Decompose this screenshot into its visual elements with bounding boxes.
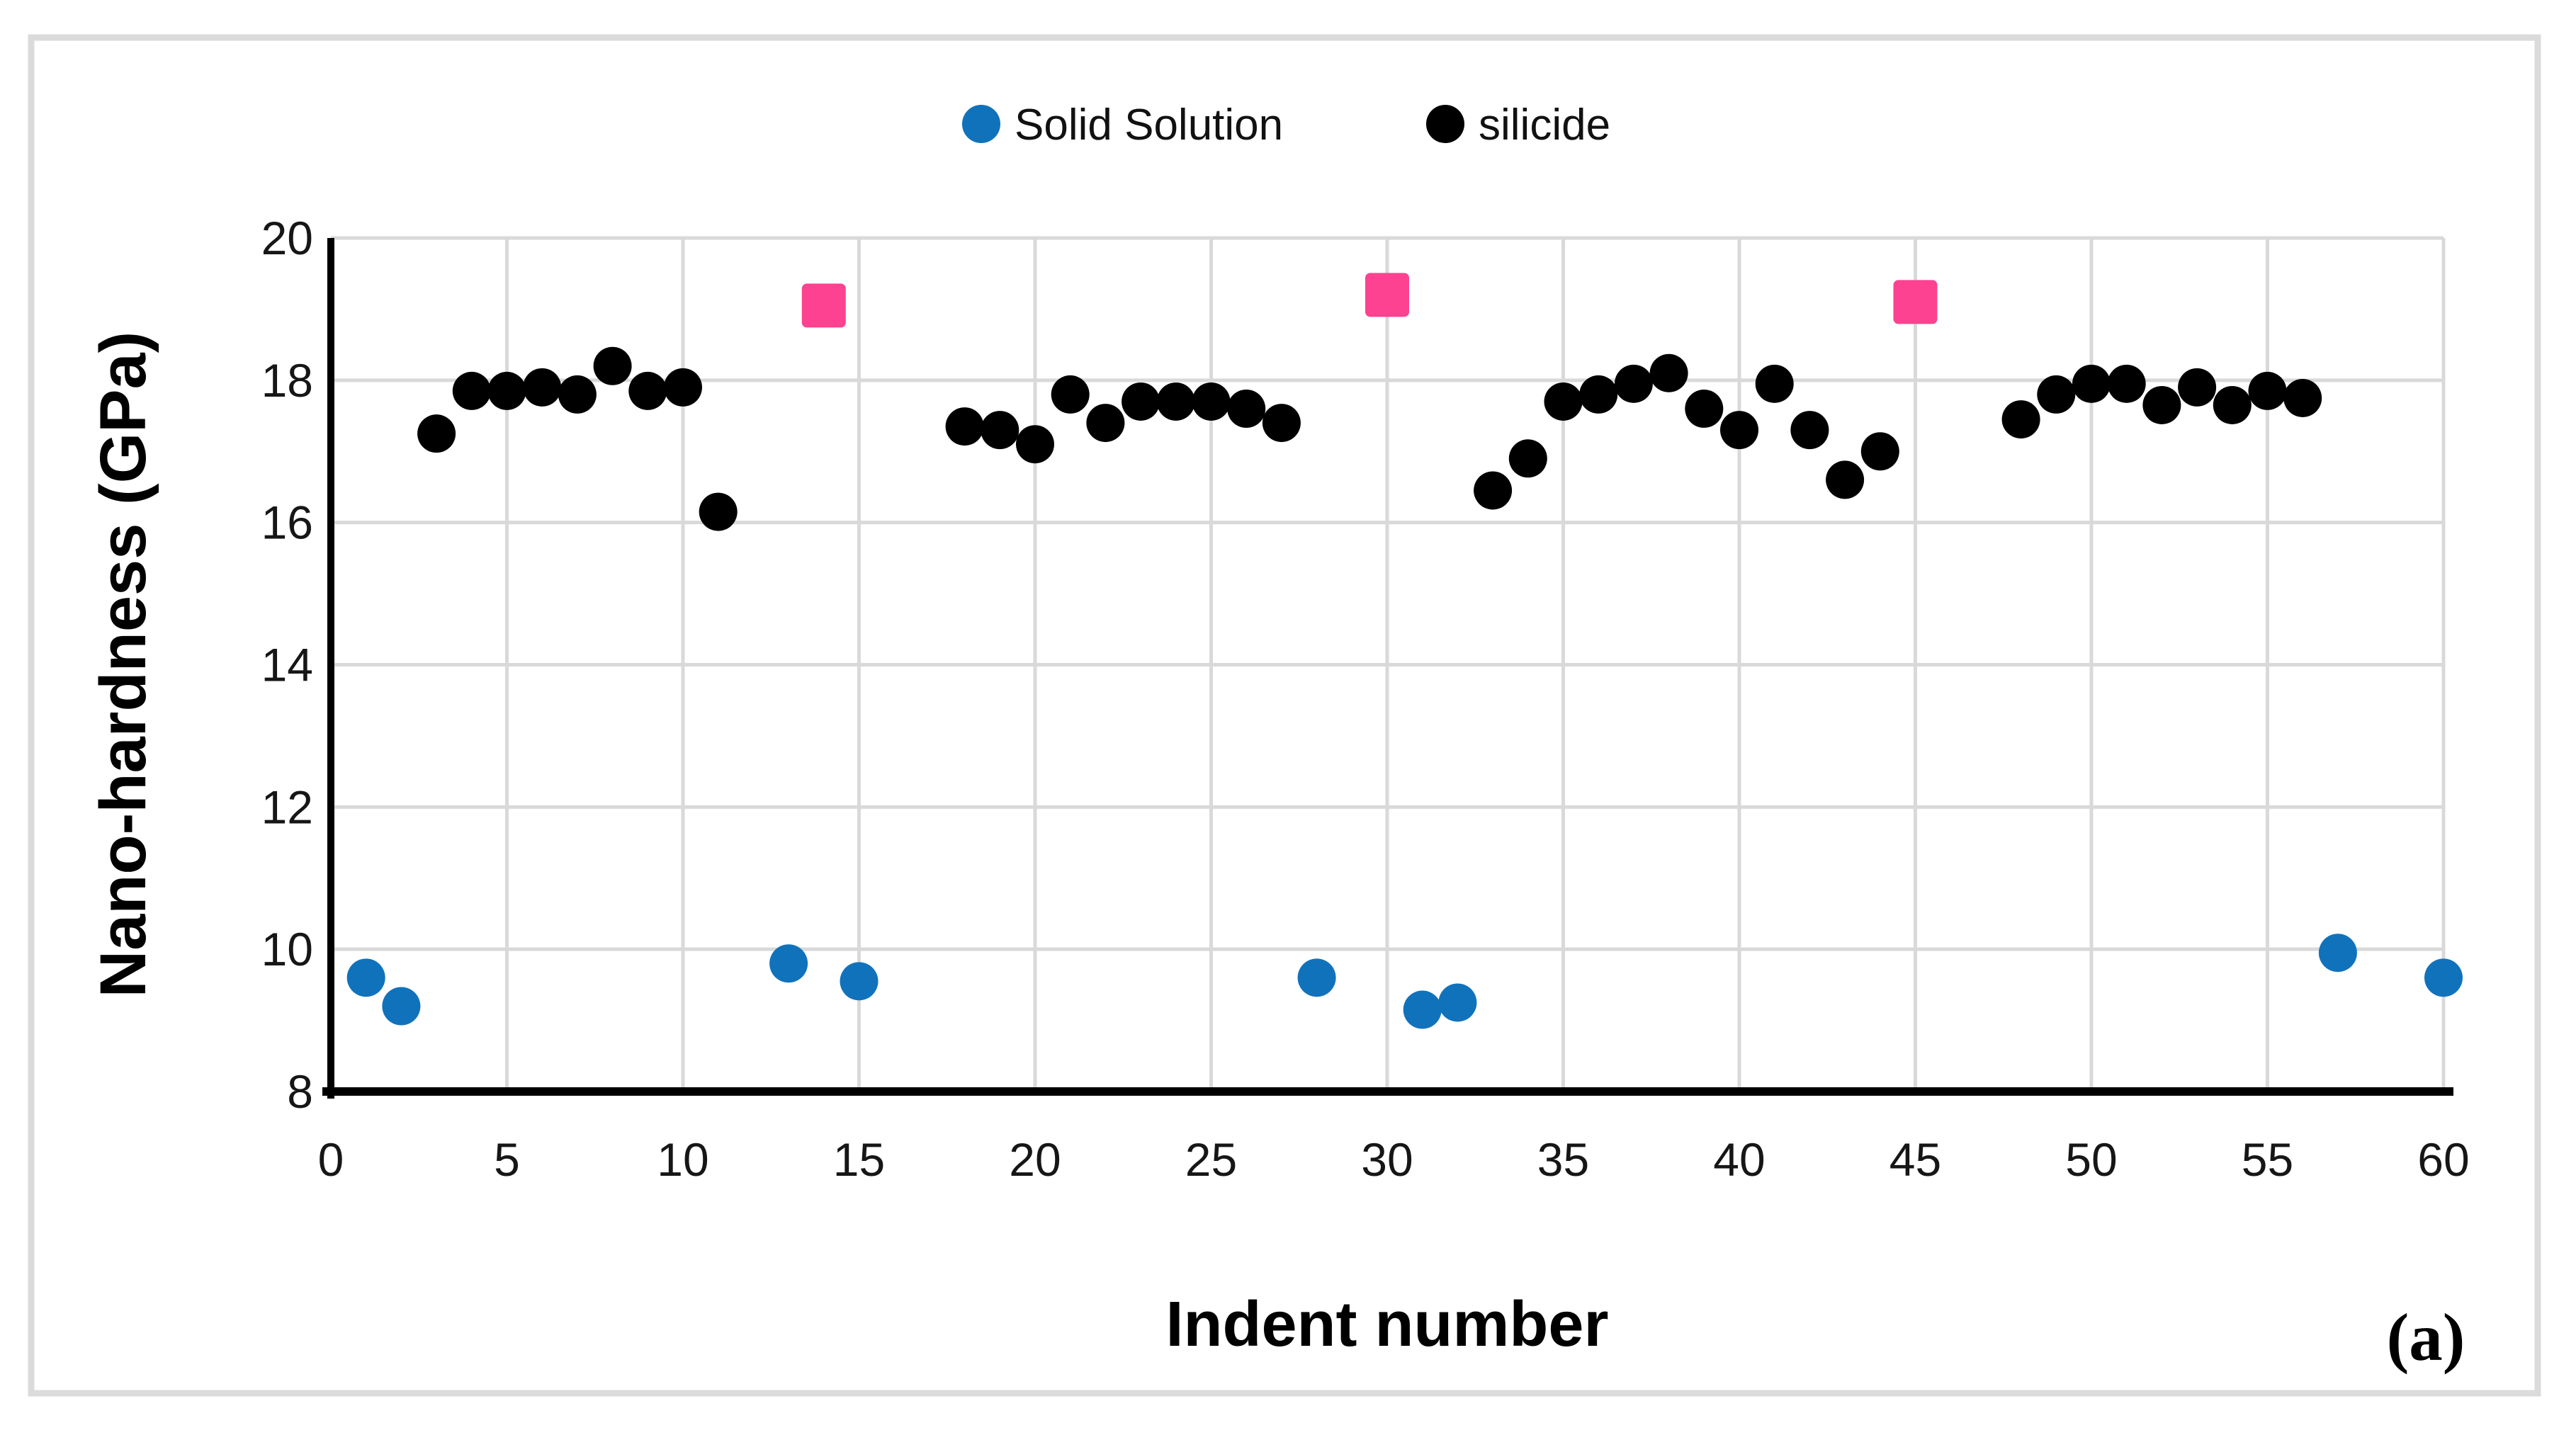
- data-point-circle-series-0: [346, 958, 385, 997]
- x-tick-label: 60: [2417, 1133, 2469, 1186]
- data-point-square-series-2: [801, 283, 846, 328]
- legend-marker-silicide: [1426, 105, 1464, 143]
- data-point-circle-series-1: [1051, 375, 1090, 414]
- legend: Solid Solution silicide: [962, 101, 1610, 149]
- legend-label-silicide: silicide: [1479, 101, 1610, 149]
- data-point-circle-series-1: [2037, 375, 2076, 414]
- data-point-circle-series-1: [699, 492, 738, 531]
- data-point-circle-series-1: [452, 371, 491, 410]
- data-point-circle-series-1: [593, 346, 632, 385]
- data-point-circle-series-1: [1720, 411, 1758, 450]
- data-point-circle-series-1: [1192, 382, 1231, 421]
- data-point-circle-series-1: [2107, 364, 2146, 403]
- data-point-circle-series-1: [2178, 368, 2217, 407]
- data-point-circle-series-0: [382, 987, 421, 1026]
- data-point-circle-series-1: [1156, 382, 1195, 421]
- y-tick-label: 10: [261, 923, 313, 975]
- data-point-circle-series-1: [2248, 371, 2287, 410]
- data-point-circle-series-1: [1508, 439, 1547, 478]
- data-point-circle-series-0: [1438, 983, 1477, 1022]
- data-point-circle-series-1: [1086, 404, 1125, 443]
- data-point-circle-series-1: [1544, 382, 1583, 421]
- data-point-circle-series-0: [1403, 990, 1442, 1029]
- data-point-circle-series-0: [2318, 934, 2357, 973]
- data-point-circle-series-1: [1649, 353, 1688, 392]
- data-point-circle-series-1: [1685, 390, 1724, 428]
- data-point-circle-series-1: [945, 407, 984, 446]
- data-point-circle-series-1: [1474, 471, 1513, 510]
- data-point-circle-series-1: [1262, 404, 1301, 443]
- x-tick-label: 10: [657, 1133, 708, 1186]
- x-tick-label: 5: [494, 1133, 520, 1186]
- x-tick-label: 45: [1889, 1133, 1941, 1186]
- data-point-circle-series-0: [769, 944, 808, 983]
- x-tick-label: 0: [318, 1133, 344, 1186]
- figure-frame: [28, 34, 2541, 1397]
- legend-marker-solid-solution: [962, 105, 1000, 143]
- data-point-circle-series-1: [1227, 390, 1266, 428]
- data-point-circle-series-1: [1755, 364, 1794, 403]
- data-point-circle-series-1: [523, 368, 562, 407]
- y-tick-label: 8: [287, 1065, 313, 1118]
- x-tick-label: 50: [2065, 1133, 2117, 1186]
- data-point-circle-series-1: [1790, 411, 1829, 450]
- data-point-circle-series-1: [1826, 460, 1865, 499]
- data-point-circle-series-1: [2001, 400, 2040, 439]
- x-tick-label: 20: [1009, 1133, 1061, 1186]
- tick-labels: 0 5 10 15 20 25 30 35 40 45 50 55 60 8 10 12 14 16 18 20: [261, 212, 2470, 1186]
- data-point-circle-series-1: [1016, 425, 1054, 464]
- axes: [322, 238, 2453, 1099]
- y-tick-label: 14: [261, 639, 313, 691]
- data-point-circle-series-1: [417, 414, 456, 453]
- data-points: [346, 273, 2463, 1029]
- data-point-circle-series-1: [558, 375, 597, 414]
- x-tick-label: 15: [833, 1133, 885, 1186]
- x-tick-label: 40: [1713, 1133, 1765, 1186]
- y-tick-label: 12: [261, 781, 313, 833]
- data-point-square-series-2: [1893, 280, 1938, 324]
- data-point-circle-series-1: [2213, 385, 2252, 424]
- x-tick-label: 25: [1185, 1133, 1237, 1186]
- x-axis-title: Indent number: [1166, 1289, 1609, 1360]
- data-point-circle-series-1: [487, 371, 526, 410]
- data-point-circle-series-1: [664, 368, 702, 407]
- data-point-circle-series-1: [2142, 385, 2181, 424]
- x-tick-label: 55: [2242, 1133, 2293, 1186]
- data-point-circle-series-1: [1614, 364, 1653, 403]
- x-tick-label: 30: [1361, 1133, 1413, 1186]
- data-point-circle-series-0: [1297, 958, 1336, 997]
- data-point-circle-series-0: [840, 962, 879, 1001]
- y-tick-label: 20: [261, 212, 313, 264]
- panel-letter-annotation: (a): [2387, 1300, 2465, 1375]
- data-point-circle-series-1: [1579, 375, 1618, 414]
- y-tick-label: 16: [261, 497, 313, 549]
- y-tick-label: 18: [261, 354, 313, 407]
- data-point-circle-series-1: [1860, 432, 1899, 471]
- data-point-circle-series-1: [628, 371, 667, 410]
- data-point-circle-series-1: [2072, 364, 2111, 403]
- x-tick-label: 35: [1537, 1133, 1589, 1186]
- data-point-circle-series-1: [2283, 378, 2322, 417]
- y-axis-title: Nano-hardness (GPa): [87, 331, 159, 998]
- data-point-circle-series-1: [1122, 382, 1160, 421]
- data-point-square-series-2: [1365, 273, 1409, 317]
- legend-label-solid-solution: Solid Solution: [1015, 101, 1283, 149]
- data-point-circle-series-1: [981, 411, 1019, 450]
- data-point-circle-series-0: [2424, 958, 2463, 997]
